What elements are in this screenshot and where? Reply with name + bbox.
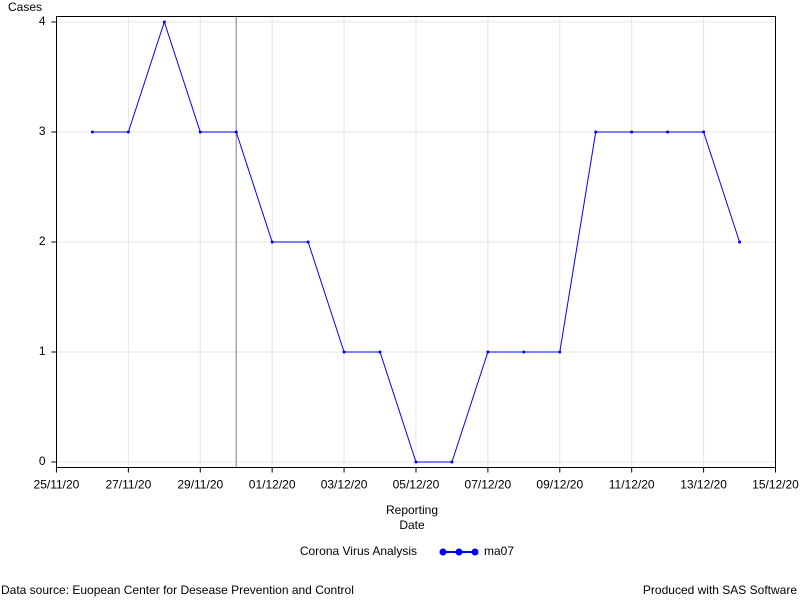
marker xyxy=(486,350,490,354)
marker xyxy=(126,130,130,134)
x-axis-title: Reporting xyxy=(386,503,438,517)
marker xyxy=(630,130,634,134)
marker xyxy=(450,460,454,464)
y-tick-label: 0 xyxy=(39,454,46,468)
x-tick-label: 07/12/20 xyxy=(465,478,512,492)
marker xyxy=(702,130,706,134)
x-tick-label: 03/12/20 xyxy=(321,478,368,492)
legend-marker xyxy=(471,548,479,556)
x-tick-label: 15/12/20 xyxy=(752,478,799,492)
legend-marker xyxy=(455,548,463,556)
marker xyxy=(234,130,238,134)
x-tick-label: 27/11/20 xyxy=(105,478,151,492)
plot-frame xyxy=(56,16,776,468)
marker xyxy=(414,460,418,464)
y-tick-label: 3 xyxy=(39,124,46,138)
legend-title: Corona Virus Analysis xyxy=(300,544,417,558)
marker xyxy=(594,130,598,134)
x-tick-label: 29/11/20 xyxy=(177,478,223,492)
y-tick-label: 4 xyxy=(39,14,46,28)
y-axis-title: Cases xyxy=(8,0,42,14)
y-tick-label: 2 xyxy=(39,234,46,248)
legend-marker xyxy=(439,548,447,556)
marker xyxy=(666,130,670,134)
marker xyxy=(306,240,310,244)
y-tick-label: 1 xyxy=(39,344,46,358)
x-tick-label: 05/12/20 xyxy=(393,478,440,492)
x-tick-label: 09/12/20 xyxy=(536,478,583,492)
x-axis-title: Date xyxy=(399,518,425,532)
marker xyxy=(558,350,562,354)
footnote: Produced with SAS Software xyxy=(643,583,797,597)
marker xyxy=(342,350,346,354)
marker xyxy=(198,130,202,134)
marker xyxy=(378,350,382,354)
marker xyxy=(738,240,742,244)
x-tick-label: 11/12/20 xyxy=(609,478,655,492)
marker xyxy=(162,20,166,24)
marker xyxy=(270,240,274,244)
marker xyxy=(522,350,526,354)
footnote: Data source: Euopean Center for Desease … xyxy=(1,583,354,597)
x-tick-label: 25/11/20 xyxy=(34,478,80,492)
x-tick-label: 13/12/20 xyxy=(680,478,727,492)
legend-label: ma07 xyxy=(484,544,514,558)
x-tick-label: 01/12/20 xyxy=(249,478,296,492)
marker xyxy=(90,130,94,134)
